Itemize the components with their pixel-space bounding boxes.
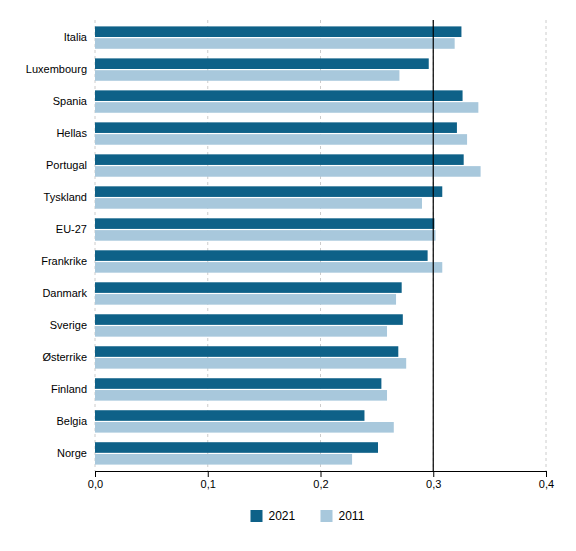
y-tick: Hellas: [56, 127, 87, 139]
plot-area: 0,0 0,1 0,2 0,3 0,4 Italia Luxembourg Spania Hel…: [26, 20, 554, 490]
y-tick: Italia: [64, 31, 88, 43]
bar: [95, 442, 378, 453]
bar: [95, 282, 402, 293]
x-tick-mark: [321, 471, 322, 477]
y-tick-label: EU-27: [56, 223, 87, 235]
y-tick: Østerrike: [42, 351, 87, 363]
y-tick-label: Sverige: [50, 319, 87, 331]
legend-label: 2021: [269, 509, 296, 523]
y-tick-label: Hellas: [56, 127, 87, 139]
bar: [95, 186, 442, 197]
bar: [95, 422, 394, 433]
y-tick: Norge: [57, 447, 87, 459]
y-tick: Tyskland: [44, 191, 87, 203]
y-tick-label: Italia: [64, 31, 88, 43]
bar-series: [95, 38, 481, 464]
x-tick-label: 0,3: [426, 478, 441, 490]
y-tick: Frankrike: [41, 255, 87, 267]
bar: [95, 390, 387, 401]
y-tick: Danmark: [42, 287, 87, 299]
x-tick-mark: [95, 471, 96, 477]
y-tick: Belgia: [56, 415, 87, 427]
y-tick-label: Danmark: [42, 287, 87, 299]
y-tick-label: Østerrike: [42, 351, 87, 363]
y-tick-label: Norge: [57, 447, 87, 459]
reference-line: [433, 20, 434, 471]
y-tick: Finland: [51, 383, 87, 395]
x-tick-label: 0,0: [88, 478, 103, 490]
y-tick: EU-27: [56, 223, 87, 235]
y-tick: Luxembourg: [26, 63, 87, 75]
bar: [95, 230, 436, 241]
legend-swatch: [321, 510, 333, 522]
x-tick-label: 0,2: [313, 478, 328, 490]
bar: [95, 378, 381, 389]
grid-line: [433, 20, 434, 471]
bar: [95, 410, 364, 421]
x-tick: 0,4: [539, 471, 554, 490]
x-tick-mark: [208, 471, 209, 477]
legend-item: 2011: [321, 509, 365, 523]
chart-container: 0,0 0,1 0,2 0,3 0,4 Italia Luxembourg Spania Hel…: [0, 0, 576, 551]
y-tick: Spania: [53, 95, 88, 107]
bar: [95, 326, 387, 337]
grid-line: [546, 20, 547, 471]
bar: [95, 90, 463, 101]
bar: [95, 70, 399, 81]
grid: [95, 20, 546, 471]
bar: [95, 154, 464, 165]
x-axis: 0,0 0,1 0,2 0,3 0,4: [88, 471, 554, 490]
bar: [95, 262, 442, 273]
x-tick: 0,3: [426, 471, 441, 490]
x-axis-line: [96, 472, 547, 478]
y-tick-label: Luxembourg: [26, 63, 87, 75]
y-tick-label: Finland: [51, 383, 87, 395]
bar: [95, 122, 457, 133]
grid-line: [320, 20, 321, 471]
bar-series: [95, 26, 464, 452]
bar: [95, 454, 352, 465]
bar: [95, 358, 406, 369]
y-axis: Italia Luxembourg Spania Hellas Portugal Tysk…: [26, 31, 88, 459]
y-tick: Sverige: [50, 319, 87, 331]
bar: [95, 250, 428, 261]
x-tick: 0,2: [313, 471, 328, 490]
grid-line: [207, 20, 208, 471]
bars: [95, 20, 481, 471]
bar: [95, 26, 461, 37]
y-tick-label: Frankrike: [41, 255, 87, 267]
y-tick: Portugal: [46, 159, 87, 171]
x-tick-label: 0,4: [539, 478, 554, 490]
bar: [95, 294, 396, 305]
y-tick-label: Spania: [53, 95, 88, 107]
chart-svg: 0,0 0,1 0,2 0,3 0,4 Italia Luxembourg Spania Hel…: [0, 0, 576, 551]
legend-item: 2021: [251, 509, 296, 523]
x-tick-label: 0,1: [201, 478, 216, 490]
bar: [95, 314, 403, 325]
legend-label: 2011: [339, 509, 365, 523]
legend-swatch: [251, 510, 263, 522]
bar: [95, 38, 455, 49]
bar: [95, 346, 398, 357]
x-tick: 0,1: [201, 471, 216, 490]
x-tick: 0,0: [88, 471, 103, 490]
bar: [95, 102, 478, 113]
y-tick-label: Tyskland: [44, 191, 87, 203]
y-tick-label: Portugal: [46, 159, 87, 171]
y-tick-label: Belgia: [56, 415, 87, 427]
x-tick-mark: [433, 471, 434, 477]
x-tick-mark: [546, 471, 547, 477]
bar: [95, 218, 434, 229]
grid-line: [95, 20, 96, 471]
bar: [95, 198, 422, 209]
bar: [95, 134, 467, 145]
bar: [95, 58, 429, 69]
legend: 2021 2011: [251, 509, 365, 523]
bar: [95, 166, 481, 177]
